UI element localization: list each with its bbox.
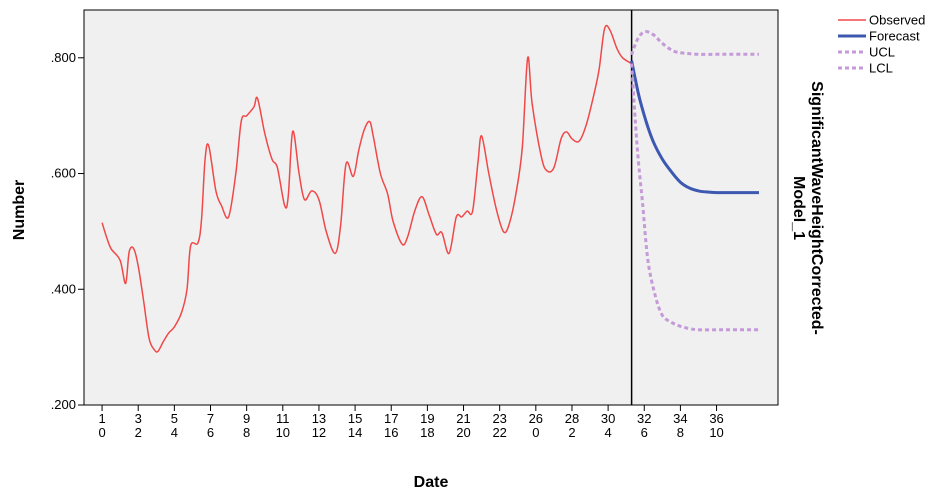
x-tick-label: 26 xyxy=(529,411,543,426)
y-tick-label: .200 xyxy=(51,397,76,412)
x-tick-label: 3 xyxy=(135,411,142,426)
right-axis-title-line: Model_1 xyxy=(790,176,807,240)
x-tick-label: 28 xyxy=(565,411,579,426)
x-axis: 1032547698111013121514171619182120232226… xyxy=(98,405,724,440)
x-tick-sublabel: 4 xyxy=(171,425,178,440)
right-axis-title-line: SignificantWaveHeightCorrected- xyxy=(808,81,825,335)
x-axis-title: Date xyxy=(414,474,449,491)
x-tick-label: 17 xyxy=(384,411,398,426)
x-tick-sublabel: 2 xyxy=(568,425,575,440)
x-tick-sublabel: 6 xyxy=(207,425,214,440)
legend-label-ucl: UCL xyxy=(869,45,895,60)
x-tick-sublabel: 22 xyxy=(492,425,506,440)
y-axis-title: Number xyxy=(11,180,28,240)
y-tick-label: .600 xyxy=(51,166,76,181)
x-tick-label: 21 xyxy=(456,411,470,426)
y-axis: .200 .400 .600 .800 xyxy=(51,50,84,412)
x-tick-sublabel: 10 xyxy=(709,425,723,440)
legend-label-lcl: LCL xyxy=(869,61,893,76)
right-axis-title: SignificantWaveHeightCorrected-Model_1 xyxy=(790,81,825,335)
lcl-series-line xyxy=(630,63,759,332)
series-layer xyxy=(101,24,759,353)
x-tick-label: 1 xyxy=(98,411,105,426)
x-tick-sublabel: 6 xyxy=(641,425,648,440)
x-tick-label: 5 xyxy=(171,411,178,426)
x-tick-sublabel: 12 xyxy=(312,425,326,440)
x-tick-sublabel: 2 xyxy=(135,425,142,440)
x-tick-sublabel: 0 xyxy=(98,425,105,440)
x-tick-label: 7 xyxy=(207,411,214,426)
x-tick-label: 15 xyxy=(348,411,362,426)
x-tick-sublabel: 10 xyxy=(276,425,290,440)
y-tick-label: .400 xyxy=(51,281,76,296)
x-tick-label: 34 xyxy=(673,411,687,426)
x-tick-sublabel: 8 xyxy=(677,425,684,440)
legend-label-forecast: Forecast xyxy=(869,29,920,44)
legend-label-observed: Observed xyxy=(869,13,925,28)
x-tick-label: 32 xyxy=(637,411,651,426)
x-tick-label: 11 xyxy=(276,411,290,426)
observed-series-line xyxy=(101,24,633,353)
x-tick-sublabel: 8 xyxy=(243,425,250,440)
x-tick-label: 36 xyxy=(709,411,723,426)
x-tick-label: 30 xyxy=(601,411,615,426)
forecast-series-line xyxy=(630,60,759,195)
x-tick-sublabel: 14 xyxy=(348,425,362,440)
ucl-series-line xyxy=(630,30,759,56)
x-tick-sublabel: 4 xyxy=(604,425,611,440)
plot-area xyxy=(83,9,779,406)
x-tick-sublabel: 0 xyxy=(532,425,539,440)
x-tick-sublabel: 16 xyxy=(384,425,398,440)
x-tick-label: 19 xyxy=(420,411,434,426)
x-tick-label: 13 xyxy=(312,411,326,426)
x-tick-sublabel: 18 xyxy=(420,425,434,440)
x-tick-label: 9 xyxy=(243,411,250,426)
x-tick-sublabel: 20 xyxy=(456,425,470,440)
y-tick-label: .800 xyxy=(51,50,76,65)
x-tick-label: 23 xyxy=(492,411,506,426)
